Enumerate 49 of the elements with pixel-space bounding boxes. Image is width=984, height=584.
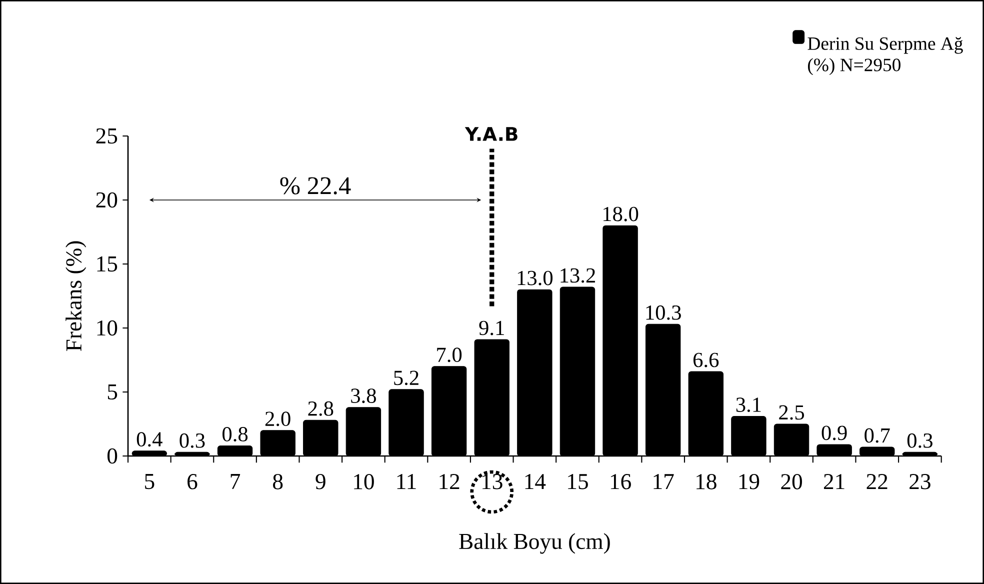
- x-tick-label: 14: [525, 474, 546, 489]
- y-tick-label: 0: [107, 448, 118, 464]
- text: 7.0: [437, 348, 462, 362]
- x-tick-label: 17: [654, 474, 674, 489]
- x-tick-label: 10: [354, 474, 374, 490]
- x-tick-label: 6: [188, 474, 198, 490]
- text: 2.8: [308, 401, 334, 416]
- y-tick-label: 25: [96, 128, 118, 144]
- text: 2.5: [779, 405, 804, 420]
- ref-line-label: Y.A.B: [464, 127, 518, 141]
- x-tick-label: 11: [397, 474, 416, 489]
- text: 0.3: [180, 433, 205, 448]
- x-tick-label: 15: [568, 474, 588, 490]
- x-tick-label: 23: [910, 474, 930, 490]
- x-tick-label: 8: [273, 474, 283, 490]
- text: 6.6: [693, 352, 719, 368]
- text: 0.8: [222, 427, 248, 442]
- text: 0.3: [907, 433, 932, 448]
- x-tick-label: 22: [866, 474, 888, 490]
- x-tick-label: 21: [824, 474, 844, 490]
- text: 0.4: [136, 432, 162, 447]
- text: 13.2: [560, 268, 595, 283]
- x-tick-label: 19: [739, 474, 760, 490]
- text: 0.7: [864, 428, 890, 443]
- x-tick-label: 18: [696, 474, 716, 490]
- text: 9.1: [479, 320, 504, 336]
- annotation: % 22.4: [280, 177, 351, 194]
- y-tick-label: 15: [97, 256, 118, 272]
- x-axis-title: Balık Boyu (cm): [459, 533, 610, 554]
- x-tick-label: 16: [610, 474, 631, 490]
- text: 2.0: [265, 412, 290, 426]
- x-tick-label: 5: [145, 474, 154, 490]
- text: 10.3: [646, 305, 681, 320]
- x-tick-label: 13: [482, 474, 502, 490]
- text: 18.0: [604, 206, 638, 222]
- y-axis-title: Frekans (%): [66, 241, 86, 352]
- text: 5.2: [394, 370, 418, 386]
- text: 0.9: [822, 426, 847, 440]
- legend-label: Derin Su Serpme Ağ (%) N=2950: [808, 36, 963, 76]
- y-tick-label: 5: [108, 384, 118, 400]
- y-tick-label: 10: [97, 320, 118, 336]
- x-tick-label: 12: [440, 474, 460, 490]
- y-tick-label: 20: [96, 192, 118, 208]
- x-tick-label: 20: [781, 474, 802, 490]
- text: 3.1: [736, 398, 761, 412]
- text: 3.8: [351, 388, 376, 404]
- text: 13.0: [518, 270, 553, 286]
- x-tick-label: 9: [316, 474, 326, 490]
- x-tick-label: 7: [230, 474, 240, 489]
